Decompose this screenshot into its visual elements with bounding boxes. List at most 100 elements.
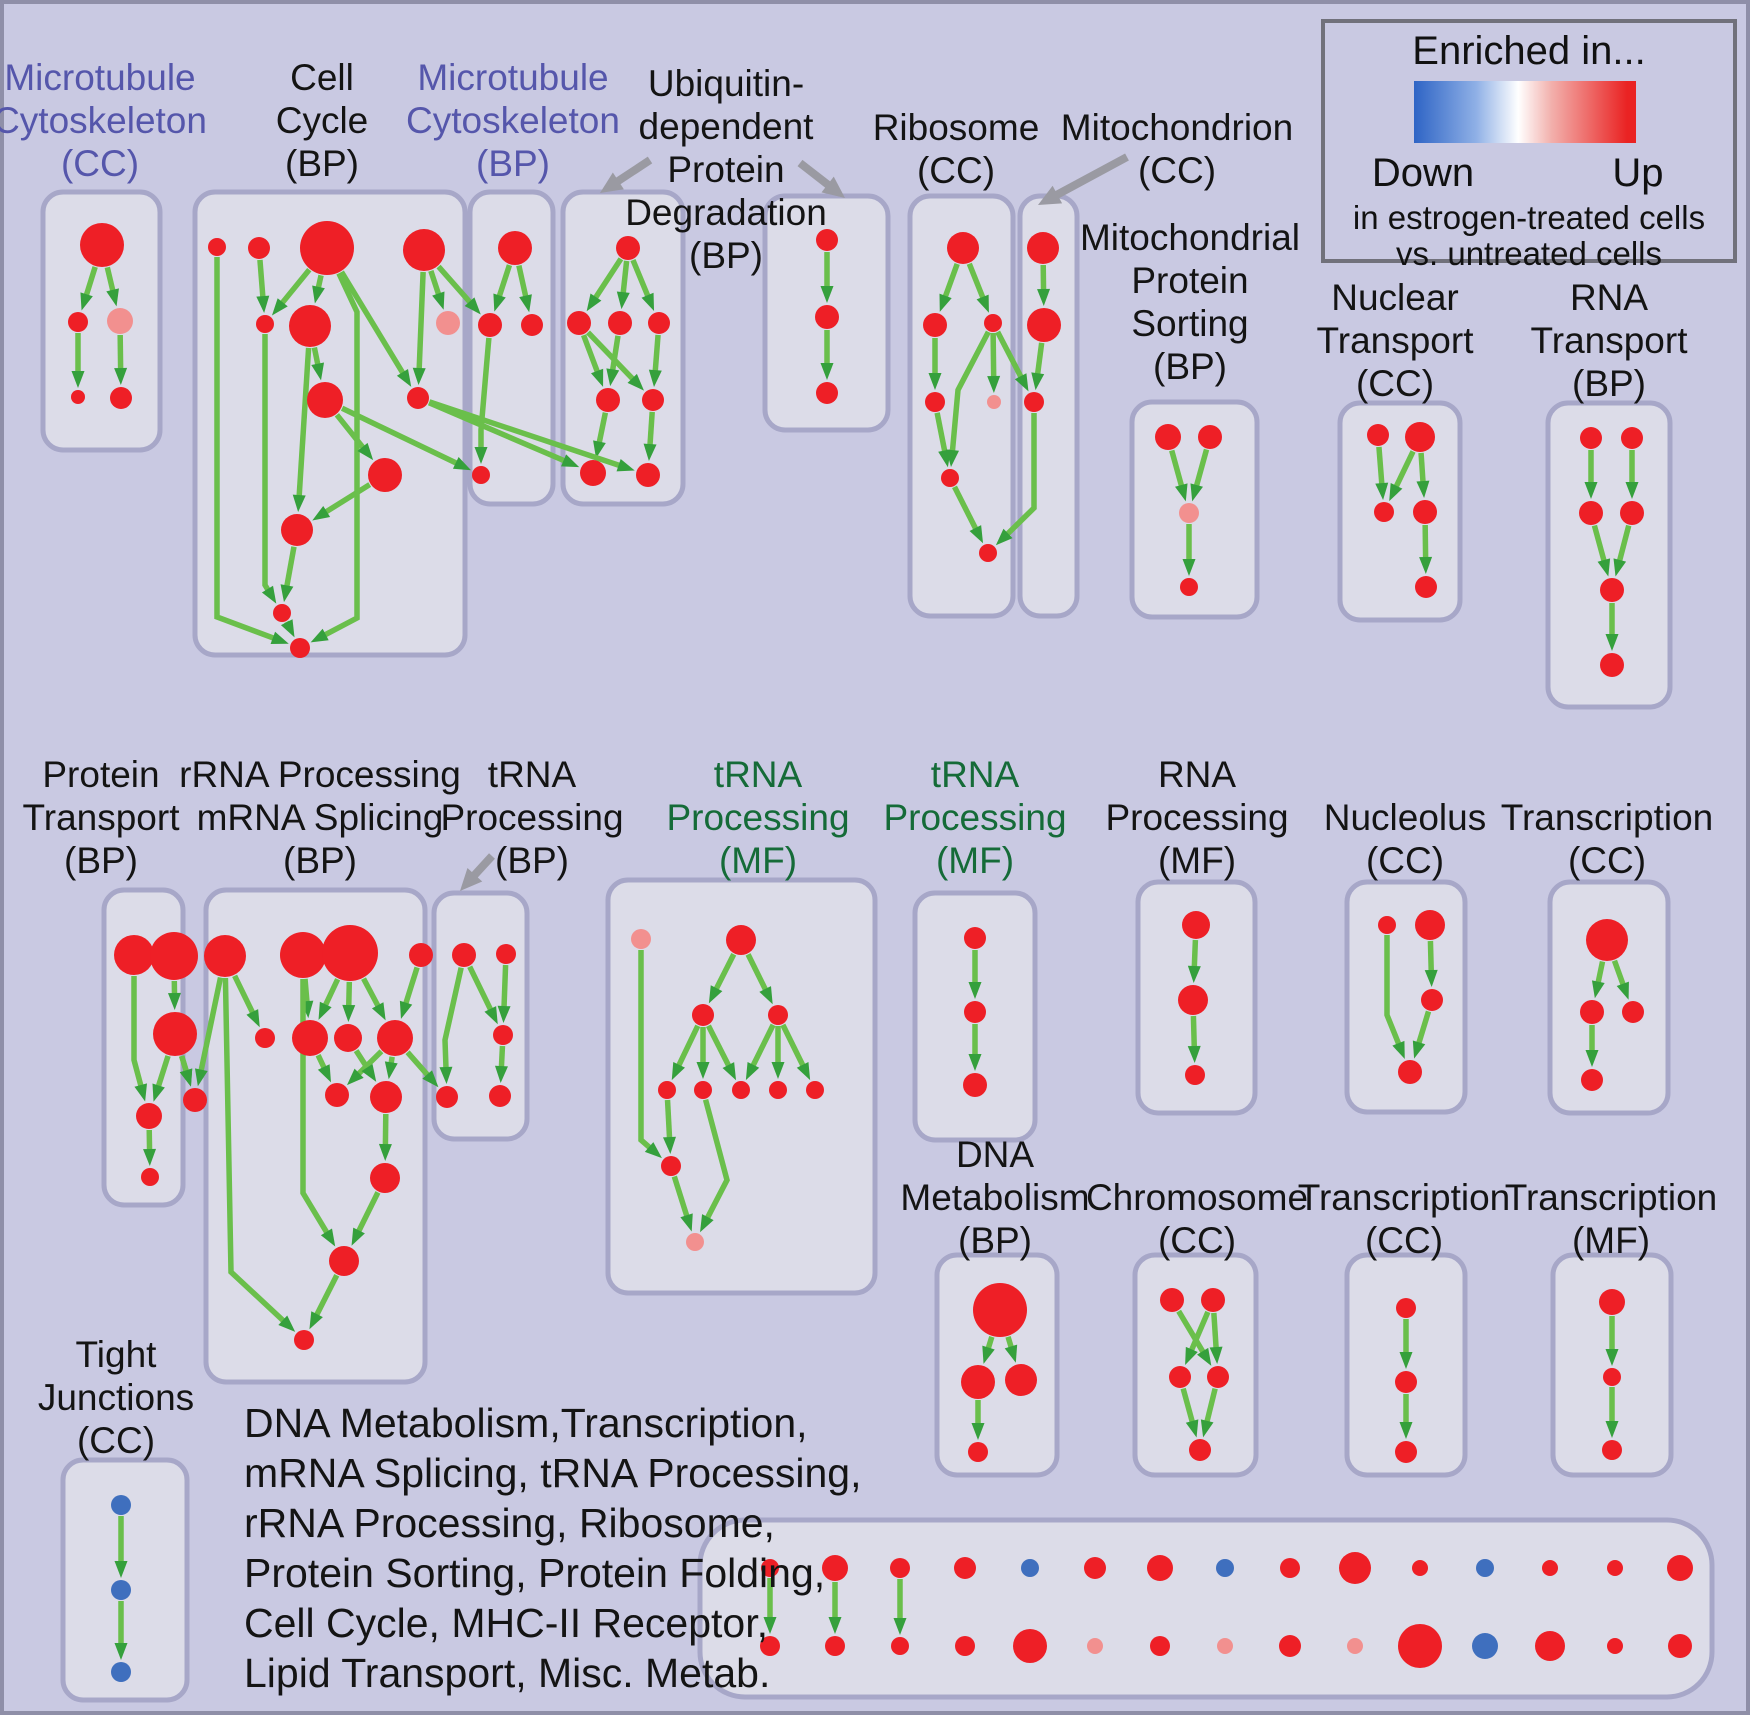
cluster-box-summary-box bbox=[697, 1517, 1715, 1700]
edge-arrowhead bbox=[763, 1617, 777, 1634]
annotation-text-line: rRNA Processing, Ribosome, bbox=[244, 1500, 775, 1546]
edge-arrowhead bbox=[280, 619, 295, 638]
edge-arrowhead bbox=[1190, 483, 1203, 502]
edge-line bbox=[952, 485, 981, 534]
edge-line bbox=[197, 976, 224, 1076]
go-term-node-protein-transport-bp bbox=[150, 932, 198, 980]
edge-arrowhead bbox=[351, 1227, 365, 1246]
annotation-text-line: mRNA Splicing, tRNA Processing, bbox=[244, 1450, 862, 1496]
go-term-node-rna-processing-mf bbox=[1185, 1065, 1205, 1085]
edge-arrowhead bbox=[1416, 480, 1430, 499]
edge-line bbox=[354, 1191, 381, 1237]
go-term-node-nuclear-transport-cc bbox=[1413, 500, 1437, 524]
edge-line bbox=[748, 1023, 776, 1071]
edge-arrowhead bbox=[1584, 482, 1598, 499]
go-term-node-rna-transport-bp bbox=[1620, 501, 1644, 525]
go-term-node-transcription-cc-row3 bbox=[1396, 1298, 1416, 1318]
edge-arrowhead bbox=[309, 1311, 323, 1330]
edge-arrowhead bbox=[1014, 373, 1029, 392]
edge-line bbox=[1391, 450, 1416, 492]
edge-arrowhead bbox=[474, 447, 488, 464]
summary-dot-row1 bbox=[1084, 1557, 1106, 1579]
go-term-node-rna-transport-bp bbox=[1600, 578, 1624, 602]
go-term-node-ribosome-cc bbox=[947, 232, 979, 264]
go-term-node-rrna-processing-mrna-splicing-bp bbox=[334, 1024, 362, 1052]
edge-line bbox=[674, 1024, 701, 1071]
edge-arrowhead bbox=[627, 373, 644, 391]
edge-arrowhead bbox=[261, 585, 277, 604]
summary-dot-row1 bbox=[1147, 1555, 1173, 1581]
go-term-node-transcription-cc-row3 bbox=[1395, 1441, 1417, 1463]
go-term-node-cell-cycle-bp bbox=[407, 387, 429, 409]
go-term-node-rna-transport-bp bbox=[1580, 427, 1602, 449]
edge-line bbox=[966, 262, 988, 303]
go-term-node-ubiquitin-degradation-bp-2 bbox=[816, 382, 838, 404]
pointer-arrow-line bbox=[612, 156, 653, 187]
summary-dot-row2 bbox=[825, 1636, 845, 1656]
edge-arrowhead bbox=[346, 1068, 364, 1086]
edge-line bbox=[428, 399, 625, 470]
edge-arrowhead bbox=[114, 1643, 128, 1660]
edge-arrowhead bbox=[1625, 482, 1639, 499]
go-term-node-tight-junctions-cc bbox=[111, 1580, 131, 1600]
go-term-node-transcription-mf bbox=[1603, 1368, 1621, 1386]
go-term-node-mitochondrion-cc bbox=[1027, 308, 1061, 342]
edge-line bbox=[416, 271, 426, 374]
edge-arrowhead bbox=[968, 1054, 982, 1071]
go-term-node-microtubule-cytoskeleton-bp bbox=[472, 466, 490, 484]
edge-arrowhead bbox=[696, 1062, 710, 1079]
edge-line bbox=[949, 330, 991, 456]
summary-dot-row1 bbox=[1021, 1559, 1039, 1577]
edge-arrowhead bbox=[771, 1062, 785, 1079]
go-term-node-rrna-processing-mrna-splicing-bp bbox=[255, 1028, 275, 1048]
go-term-node-trna-processing-mf-2 bbox=[964, 927, 986, 949]
edge-arrowhead bbox=[439, 1066, 453, 1085]
edge-arrowhead bbox=[1399, 1352, 1413, 1369]
edge-arrowhead bbox=[80, 292, 93, 311]
edge-arrowhead bbox=[361, 1064, 377, 1082]
go-term-node-chromosome-cc bbox=[1169, 1366, 1191, 1388]
edge-line bbox=[154, 1055, 171, 1092]
edge-arrowhead bbox=[399, 1000, 413, 1019]
go-term-node-trna-processing-mf-1 bbox=[726, 925, 756, 955]
go-term-node-microtubule-cytoskeleton-cc bbox=[107, 308, 133, 334]
edge-arrowhead bbox=[644, 1142, 662, 1159]
summary-dot-row2 bbox=[1472, 1633, 1498, 1659]
cluster-label: Chromosome (CC) bbox=[1086, 1177, 1308, 1261]
edge-line bbox=[745, 953, 770, 995]
edge-arrowhead bbox=[969, 525, 984, 544]
edge-arrowhead bbox=[1197, 1347, 1212, 1366]
edge-arrowhead bbox=[1412, 1040, 1426, 1059]
summary-dot-row2 bbox=[760, 1636, 780, 1656]
edge-line bbox=[319, 272, 360, 640]
edge-line bbox=[1376, 446, 1385, 489]
edge-line bbox=[478, 337, 492, 452]
summary-dot-row2 bbox=[1013, 1629, 1047, 1663]
go-term-node-mitochondrion-cc bbox=[1027, 232, 1059, 264]
go-term-node-dna-metabolism-bp bbox=[968, 1442, 988, 1462]
edge-arrowhead bbox=[484, 1006, 498, 1025]
edge-arrowhead bbox=[1175, 483, 1188, 502]
edge-arrowhead bbox=[312, 505, 331, 521]
edge-arrowhead bbox=[1187, 1045, 1201, 1064]
edge-arrowhead bbox=[1031, 372, 1045, 391]
edge-arrowhead bbox=[648, 369, 662, 388]
edge-arrowhead bbox=[452, 457, 472, 471]
edge-arrowhead bbox=[1616, 981, 1629, 1000]
edge-arrowhead bbox=[828, 1617, 842, 1634]
edge-arrowhead bbox=[1375, 482, 1389, 501]
cluster-label: tRNA Processing (MF) bbox=[883, 754, 1066, 881]
edge-arrowhead bbox=[134, 1083, 147, 1102]
go-term-node-transcription-cc-row2 bbox=[1580, 1000, 1604, 1024]
go-term-node-rna-transport-bp bbox=[1579, 501, 1603, 525]
edge-arrowhead bbox=[143, 1148, 157, 1167]
cluster-label: tRNA Processing (BP) bbox=[440, 754, 623, 881]
edge-arrowhead bbox=[893, 1618, 907, 1635]
edge-arrowhead bbox=[561, 454, 580, 468]
go-term-node-rrna-processing-mrna-splicing-bp bbox=[370, 1163, 400, 1193]
go-term-node-nucleolus-cc bbox=[1421, 989, 1443, 1011]
annotation-text-line: Protein Sorting, Protein Folding, bbox=[244, 1550, 825, 1596]
summary-dot-row1 bbox=[1607, 1560, 1623, 1576]
go-term-node-ribosome-cc bbox=[984, 314, 1002, 332]
pointer-arrow-line bbox=[1051, 153, 1129, 200]
